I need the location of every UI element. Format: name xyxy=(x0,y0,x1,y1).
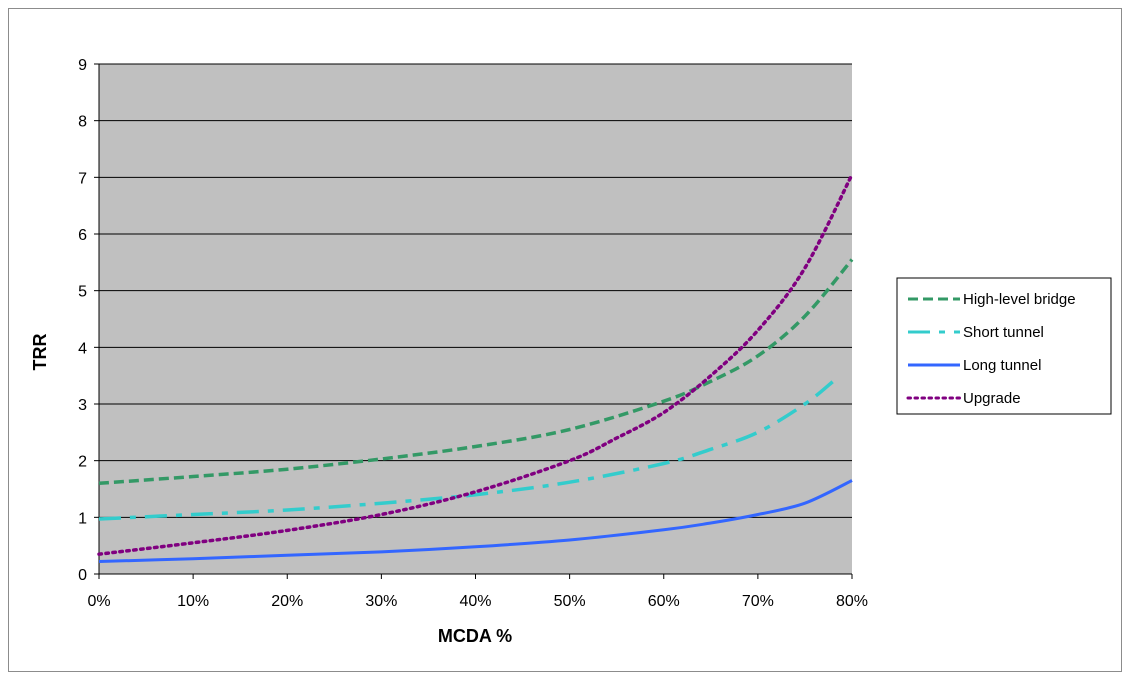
x-axis-title: MCDA % xyxy=(438,626,512,646)
legend-box xyxy=(896,277,1112,415)
legend-label-long-tunnel: Long tunnel xyxy=(963,357,1041,374)
y-tick-label: 0 xyxy=(78,567,87,584)
legend-label-upgrade: Upgrade xyxy=(963,390,1021,407)
y-tick-label: 6 xyxy=(78,227,87,244)
y-axis-title: TRR xyxy=(30,334,50,371)
x-tick-label: 40% xyxy=(459,593,491,610)
y-tick-label: 3 xyxy=(78,397,87,414)
x-tick-label: 10% xyxy=(177,593,209,610)
x-tick-label: 80% xyxy=(836,593,868,610)
plot-area xyxy=(99,64,852,574)
y-tick-label: 7 xyxy=(78,170,87,187)
y-tick-label: 8 xyxy=(78,114,87,131)
series-line-short-tunnel xyxy=(98,379,835,521)
gridlines xyxy=(94,63,853,579)
series-line-long-tunnel xyxy=(98,479,853,563)
series-line-high-level-bridge xyxy=(98,258,854,486)
x-tick-label: 60% xyxy=(648,593,680,610)
x-tick-label: 70% xyxy=(742,593,774,610)
legend-label-high-level-bridge: High-level bridge xyxy=(963,291,1076,308)
x-tick-label: 20% xyxy=(271,593,303,610)
x-tick-label: 30% xyxy=(365,593,397,610)
legend-label-short-tunnel: Short tunnel xyxy=(963,324,1044,341)
y-tick-label: 4 xyxy=(78,340,87,357)
series-layer xyxy=(97,172,854,563)
series-line-upgrade xyxy=(97,172,854,556)
y-tick-label: 5 xyxy=(78,284,87,301)
y-tick-label: 9 xyxy=(78,57,87,74)
x-tick-label: 0% xyxy=(87,593,110,610)
y-tick-label: 1 xyxy=(78,510,87,527)
y-tick-label: 2 xyxy=(78,454,87,471)
tick-labels: 0 1 2 3 4 5 6 7 8 9 0% 10% 20% 30% 40% 50% 60% 70% 80% xyxy=(78,57,868,610)
legend: High-level bridge Short tunnel Long tunnel… xyxy=(896,277,1112,415)
x-tick-label: 50% xyxy=(554,593,586,610)
